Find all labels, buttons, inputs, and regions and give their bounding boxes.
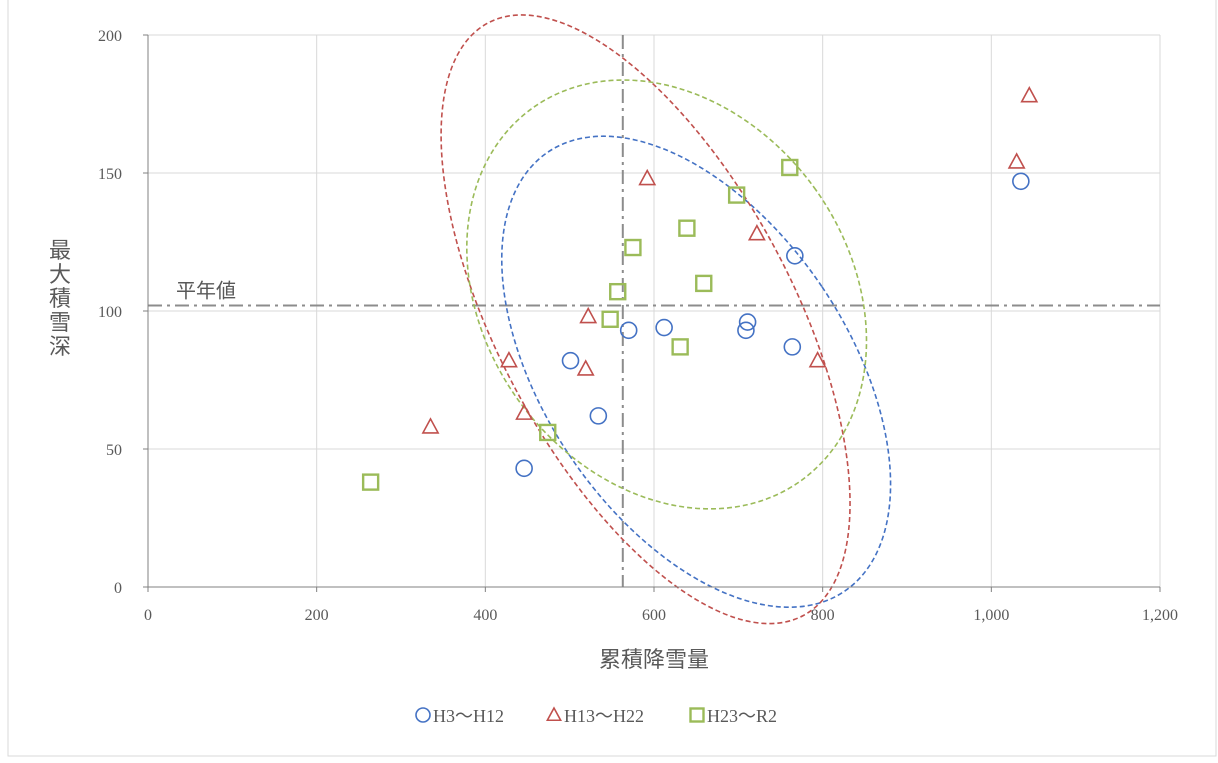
data-point-triangle — [638, 168, 657, 186]
data-point-circle — [619, 321, 638, 340]
data-point-triangle — [808, 351, 827, 368]
x-tick-label: 0 — [144, 607, 152, 624]
y-tick-label: 200 — [98, 28, 122, 45]
x-axis-title: 累積降雪量 — [599, 647, 709, 672]
data-point-circle — [786, 247, 804, 265]
reference-line-label: 平年値 — [176, 279, 236, 302]
data-point-square — [678, 219, 696, 237]
legend: H3～H12 H13～H22 H23～R2 — [415, 706, 777, 726]
ellipse-circle — [500, 135, 892, 609]
data-point-circle — [738, 313, 757, 331]
y-axis-title-char: 最 — [49, 238, 71, 263]
y-tick-label: 0 — [114, 580, 122, 597]
data-point-circle — [655, 318, 673, 337]
x-tick-label: 600 — [642, 607, 666, 624]
data-point-square — [361, 473, 380, 491]
data-point-circle — [561, 351, 580, 370]
data-point-square — [781, 158, 799, 177]
data-point-circle — [515, 459, 533, 478]
data-point-triangle — [576, 359, 595, 376]
y-axis-title-char: 大 — [49, 262, 71, 287]
x-tick-label: 800 — [811, 607, 835, 624]
data-point-circle — [1012, 172, 1030, 191]
y-axis-title-char: 深 — [49, 334, 71, 359]
data-point-triangle — [579, 306, 598, 324]
legend-label: H23～R2 — [707, 706, 777, 726]
legend-marker-triangle — [546, 706, 562, 722]
data-point-square — [624, 238, 642, 257]
x-tick-label: 200 — [305, 607, 329, 624]
group-ellipses — [440, 14, 892, 625]
y-axis-title-char: 雪 — [49, 310, 71, 335]
gridlines — [148, 34, 1161, 587]
x-tick-label: 1,000 — [973, 607, 1009, 624]
x-tick-label: 400 — [473, 607, 497, 624]
y-tick-label: 50 — [106, 442, 122, 459]
data-point-square — [601, 310, 619, 328]
data-point-triangle — [1020, 86, 1039, 103]
data-point-triangle — [1007, 152, 1026, 169]
reference-lines — [148, 35, 1160, 587]
data-point-square — [609, 282, 627, 301]
data-point-triangle — [421, 417, 440, 434]
legend-label: H3～H12 — [433, 706, 504, 726]
data-point-square — [539, 423, 557, 442]
axes — [143, 34, 1161, 592]
data-point-triangle — [500, 351, 518, 368]
data-points — [361, 86, 1039, 491]
legend-item: H23～R2 — [689, 706, 777, 726]
y-tick-label: 100 — [98, 304, 122, 321]
tick-labels: 0 200 400 600 800 1,000 1,200 0 50 100 150 200 — [98, 28, 1178, 624]
y-axis-title-char: 積 — [49, 286, 71, 311]
data-point-circle — [589, 407, 608, 425]
data-point-triangle — [515, 403, 534, 420]
legend-marker-circle — [415, 707, 431, 723]
x-tick-label: 1,200 — [1142, 607, 1178, 624]
legend-item: H3～H12 — [415, 706, 504, 726]
ellipse-triangle — [440, 14, 851, 625]
data-point-square — [671, 338, 689, 356]
ellipse-square — [466, 79, 868, 510]
legend-item: H13～H22 — [546, 706, 644, 726]
data-point-square — [727, 186, 746, 204]
y-tick-label: 150 — [98, 166, 122, 183]
legend-label: H13～H22 — [564, 706, 644, 726]
data-point-square — [695, 274, 713, 293]
data-point-circle — [783, 338, 802, 356]
legend-marker-square — [689, 707, 705, 723]
data-point-circle — [737, 321, 755, 340]
data-point-triangle — [747, 224, 766, 241]
